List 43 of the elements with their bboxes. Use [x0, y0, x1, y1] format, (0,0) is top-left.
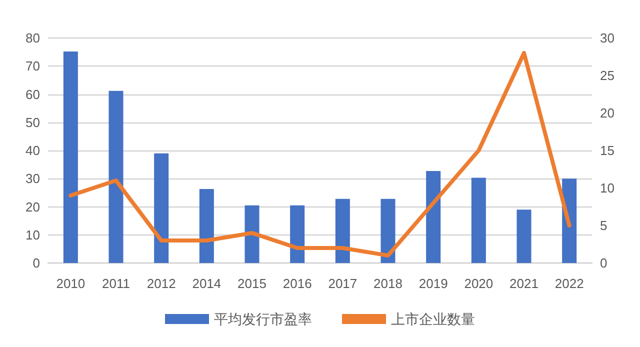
- y2-tick-label: 25: [600, 68, 614, 83]
- y2-tick-label: 10: [600, 180, 614, 196]
- bar: [154, 153, 169, 263]
- y-tick-label: 70: [26, 58, 40, 74]
- y2-tick-label: 20: [600, 106, 614, 120]
- y-tick-label: 0: [32, 256, 40, 270]
- y-tick-label: 30: [26, 171, 40, 186]
- bar: [108, 90, 124, 263]
- y2-tick-label: 0: [600, 256, 608, 270]
- y-tick-label: 10: [26, 227, 40, 242]
- x-tick-label: 2016: [282, 276, 312, 291]
- legend-label: 上市企业数量: [391, 311, 475, 327]
- bar: [562, 178, 577, 263]
- bar: [471, 178, 486, 263]
- y-tick-label: 80: [26, 30, 40, 46]
- x-tick-label: 2010: [56, 276, 86, 291]
- line-series: [68, 51, 572, 258]
- bar: [335, 198, 350, 263]
- bar: [516, 210, 532, 263]
- bar: [244, 205, 260, 263]
- x-tick-label: 2015: [238, 276, 266, 291]
- legend-label: 平均发行市盈率: [214, 311, 312, 327]
- bar: [63, 52, 78, 263]
- bar: [199, 189, 214, 263]
- x-tick-label: 2017: [328, 276, 358, 291]
- x-tick-label: 2022: [554, 276, 584, 291]
- bar: [380, 198, 396, 263]
- y-tick-label: 20: [26, 199, 40, 214]
- y2-tick-label: 30: [600, 30, 614, 46]
- x-tick-label: 2018: [374, 276, 402, 291]
- y-tick-label: 40: [26, 143, 40, 158]
- y-tick-label: 60: [26, 86, 40, 102]
- bar: [426, 171, 441, 263]
- y2-tick-label: 5: [600, 218, 608, 233]
- x-tick-label: 2012: [146, 276, 176, 291]
- x-tick-label: 2011: [102, 276, 130, 291]
- y-tick-label: 50: [26, 114, 40, 130]
- y2-tick-label: 15: [600, 143, 614, 158]
- x-tick-label: 2019: [418, 276, 448, 291]
- x-tick-label: 2020: [464, 276, 494, 291]
- x-tick-label: 2014: [192, 276, 222, 291]
- x-tick-label: 2021: [510, 276, 538, 291]
- bar: [290, 205, 305, 263]
